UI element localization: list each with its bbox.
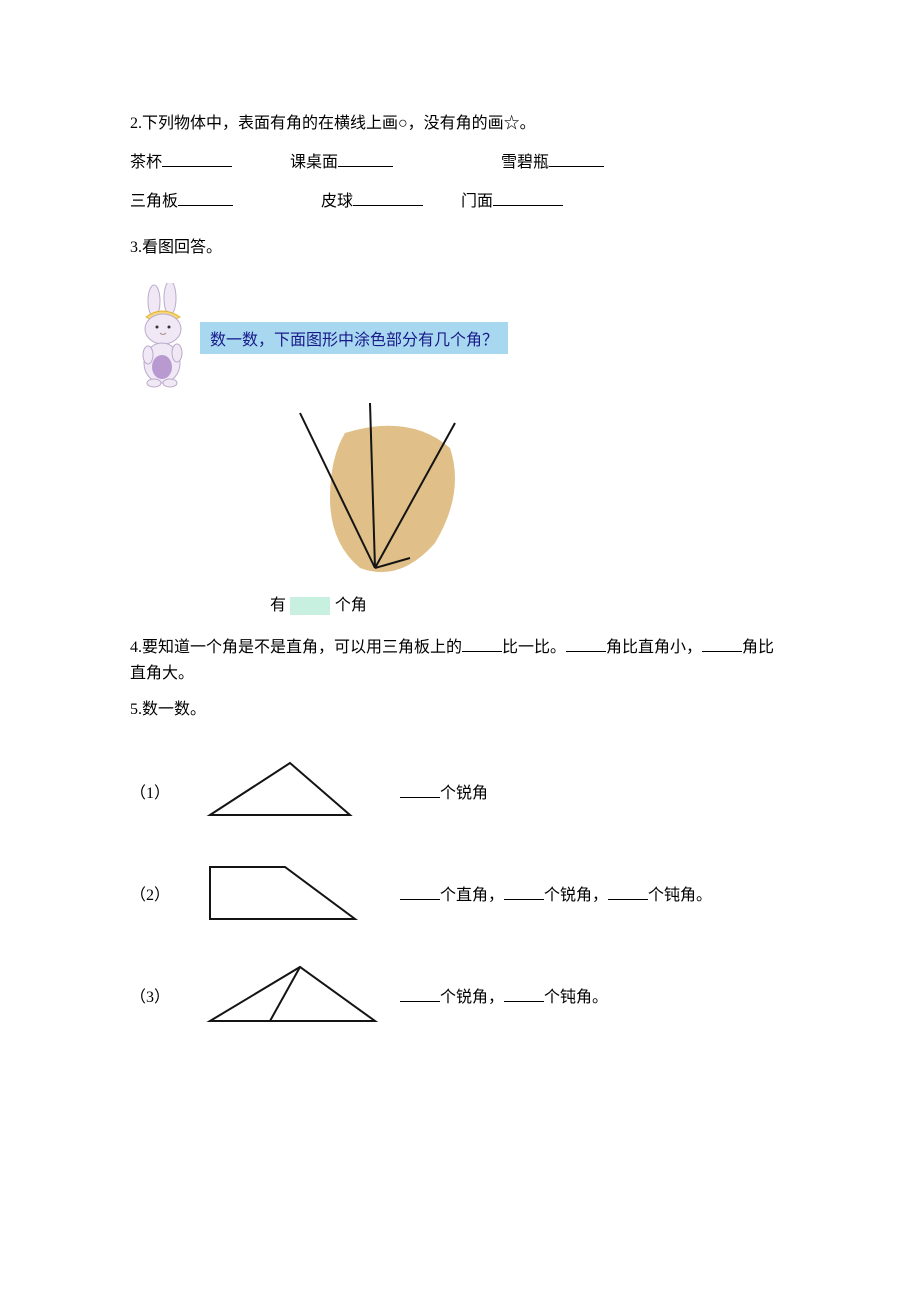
q5-item-num: （1） [130, 779, 190, 803]
q5-item-num: （3） [130, 983, 190, 1007]
q5-shape [190, 857, 390, 929]
q5-list: （1） 个锐角 （2） 个直角， 个锐角， 个钝角。 （3） 个锐角， 个钝角。 [130, 755, 790, 1031]
angle-figure [260, 403, 490, 583]
q3-caption: 有 个角 [270, 591, 790, 615]
q2-r1-b: 课桌面 [290, 154, 338, 171]
worksheet-page: 2.下列物体中，表面有角的在横线上画○，没有角的画☆。 茶杯 课桌面 雪碧瓶 三… [0, 0, 920, 1121]
q3-prompt: 3.看图回答。 [130, 234, 790, 263]
blank [338, 150, 393, 167]
blank [400, 883, 440, 900]
blank [493, 189, 563, 206]
q4-a: 4.要知道一个角是不是直角，可以用三角板上的 [130, 639, 462, 656]
answer-box [290, 597, 330, 615]
q5-shape [190, 959, 390, 1031]
q3-figure: 数一数，下面图形中涂色部分有几个角？ 有 个角 [130, 283, 790, 615]
q5-text: 个锐角， 个钝角。 [400, 983, 608, 1007]
q5-label: 个钝角。 [648, 887, 712, 904]
q4-line: 4.要知道一个角是不是直角，可以用三角板上的比一比。角比直角小，角比直角大。 [130, 635, 790, 686]
blank [462, 635, 502, 652]
blank [353, 189, 423, 206]
q5-label: 个钝角。 [544, 989, 608, 1006]
rabbit-icon [130, 283, 200, 393]
blank [702, 635, 742, 652]
q5-prompt: 5.数一数。 [130, 696, 790, 725]
blank [504, 985, 544, 1002]
blank [566, 635, 606, 652]
blank [400, 985, 440, 1002]
blank [162, 150, 232, 167]
q5-row: （2） 个直角， 个锐角， 个钝角。 [130, 857, 790, 929]
blank [178, 189, 233, 206]
q3-banner: 数一数，下面图形中涂色部分有几个角？ [200, 322, 508, 354]
q2-r1-a: 茶杯 [130, 154, 162, 171]
q4-c: 角比直角小， [606, 639, 702, 656]
q2-r2-a: 三角板 [130, 193, 178, 210]
q5-label: 个锐角， [440, 989, 504, 1006]
q5-text: 个锐角 [400, 779, 488, 803]
blank [504, 883, 544, 900]
q5-shape [190, 755, 390, 827]
blank [608, 883, 648, 900]
q4-b: 比一比。 [502, 639, 566, 656]
caption-after: 个角 [335, 597, 367, 614]
q2-r2-c: 门面 [461, 193, 493, 210]
q2-row1: 茶杯 课桌面 雪碧瓶 [130, 149, 790, 178]
q5-label: 个直角， [440, 887, 504, 904]
q5-item-num: （2） [130, 881, 190, 905]
q5-text: 个直角， 个锐角， 个钝角。 [400, 881, 712, 905]
q2-row2: 三角板 皮球 门面 [130, 188, 790, 217]
caption-before: 有 [270, 597, 286, 614]
q5-label: 个锐角 [440, 785, 488, 802]
q5-row: （3） 个锐角， 个钝角。 [130, 959, 790, 1031]
q3-top-row: 数一数，下面图形中涂色部分有几个角？ [130, 283, 790, 393]
q2-r2-b: 皮球 [321, 193, 353, 210]
blank [400, 781, 440, 798]
q5-label: 个锐角， [544, 887, 608, 904]
q2-prompt: 2.下列物体中，表面有角的在横线上画○，没有角的画☆。 [130, 110, 790, 139]
blank [549, 150, 604, 167]
q5-row: （1） 个锐角 [130, 755, 790, 827]
q3-angle-diagram [260, 403, 790, 583]
q2-r1-c: 雪碧瓶 [501, 154, 549, 171]
